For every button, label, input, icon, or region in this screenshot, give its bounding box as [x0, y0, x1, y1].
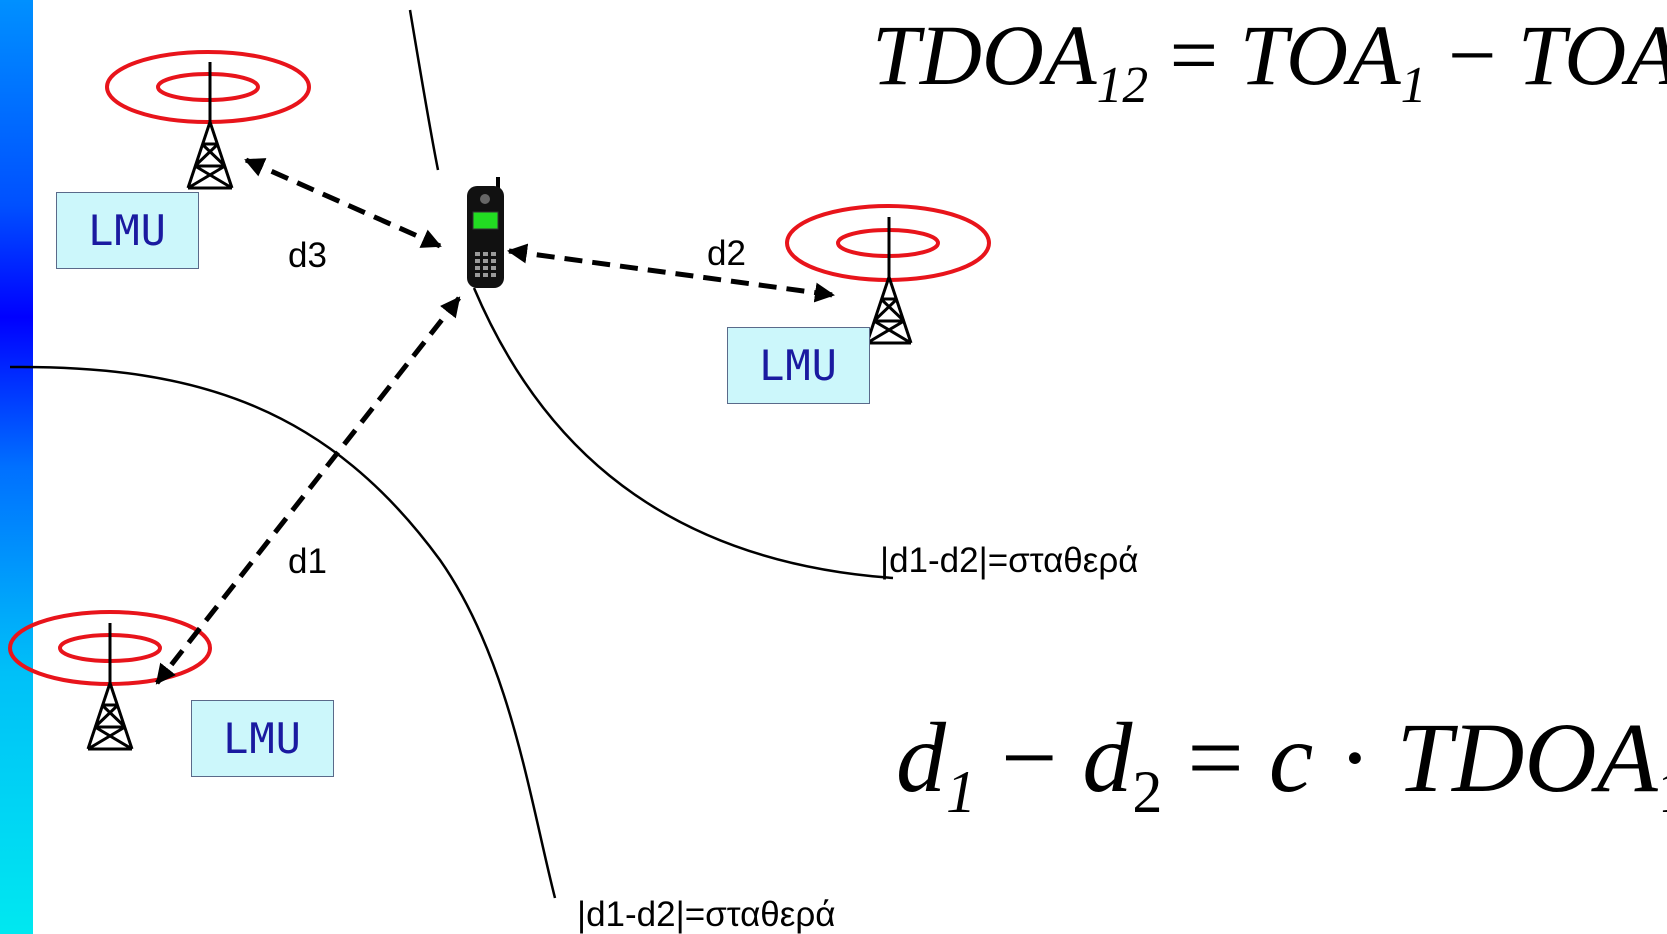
tower-3-rings	[105, 50, 311, 124]
distance-label-d1: d1	[288, 542, 327, 581]
formula-dot: ·	[1338, 702, 1372, 813]
formula-toa1-term: TOA	[1239, 7, 1401, 103]
distance-label-d2: d2	[707, 234, 746, 273]
formula-d1-term: d	[896, 702, 946, 813]
arrow-d1	[155, 296, 461, 685]
tower-3-icon	[186, 60, 234, 190]
formula-bottom-equals: =	[1187, 702, 1244, 813]
formula-tdoa-sub: 12	[1096, 57, 1149, 115]
formula-d2-sub: 2	[1132, 759, 1163, 825]
formula-d2-term: d	[1082, 702, 1133, 813]
formula-bottom-minus: −	[1001, 702, 1058, 813]
hyperbola-lower	[9, 365, 557, 899]
formula-d1-sub: 1	[946, 759, 976, 825]
arrow-d2	[507, 243, 835, 303]
formula-distance-difference: d1 − d2 = c · TDOA12	[896, 708, 1667, 825]
formula-c-term: c	[1268, 702, 1314, 813]
formula-tdoa-term: TDOA	[872, 7, 1097, 103]
lmu-box-tower-1: LMU	[191, 700, 334, 777]
left-gradient-bar	[0, 0, 33, 934]
tower-1-icon	[86, 621, 134, 751]
formula-equals: =	[1169, 7, 1219, 103]
arrow-d3	[244, 157, 442, 249]
hyperbola-label-upper: |d1-d2|=σταθερά	[880, 541, 1139, 580]
mobile-phone-icon	[467, 177, 504, 288]
formula-tdoa-bottom-term: TDOA	[1396, 702, 1658, 813]
formula-toa1-sub: 1	[1400, 57, 1427, 115]
formula-tdoa-bottom-sub: 12	[1658, 759, 1667, 825]
formula-toa2-term: TOA	[1517, 7, 1667, 103]
hyperbola-label-lower: |d1-d2|=σταθερά	[577, 895, 836, 934]
distance-label-d3: d3	[288, 236, 327, 275]
lmu-box-tower-2: LMU	[727, 327, 870, 404]
formula-tdoa-definition: TDOA12 = TOA1 − TOA2	[872, 12, 1667, 112]
lmu-box-tower-3: LMU	[56, 192, 199, 269]
formula-minus: −	[1447, 7, 1497, 103]
hyperbola-upper	[408, 9, 894, 580]
